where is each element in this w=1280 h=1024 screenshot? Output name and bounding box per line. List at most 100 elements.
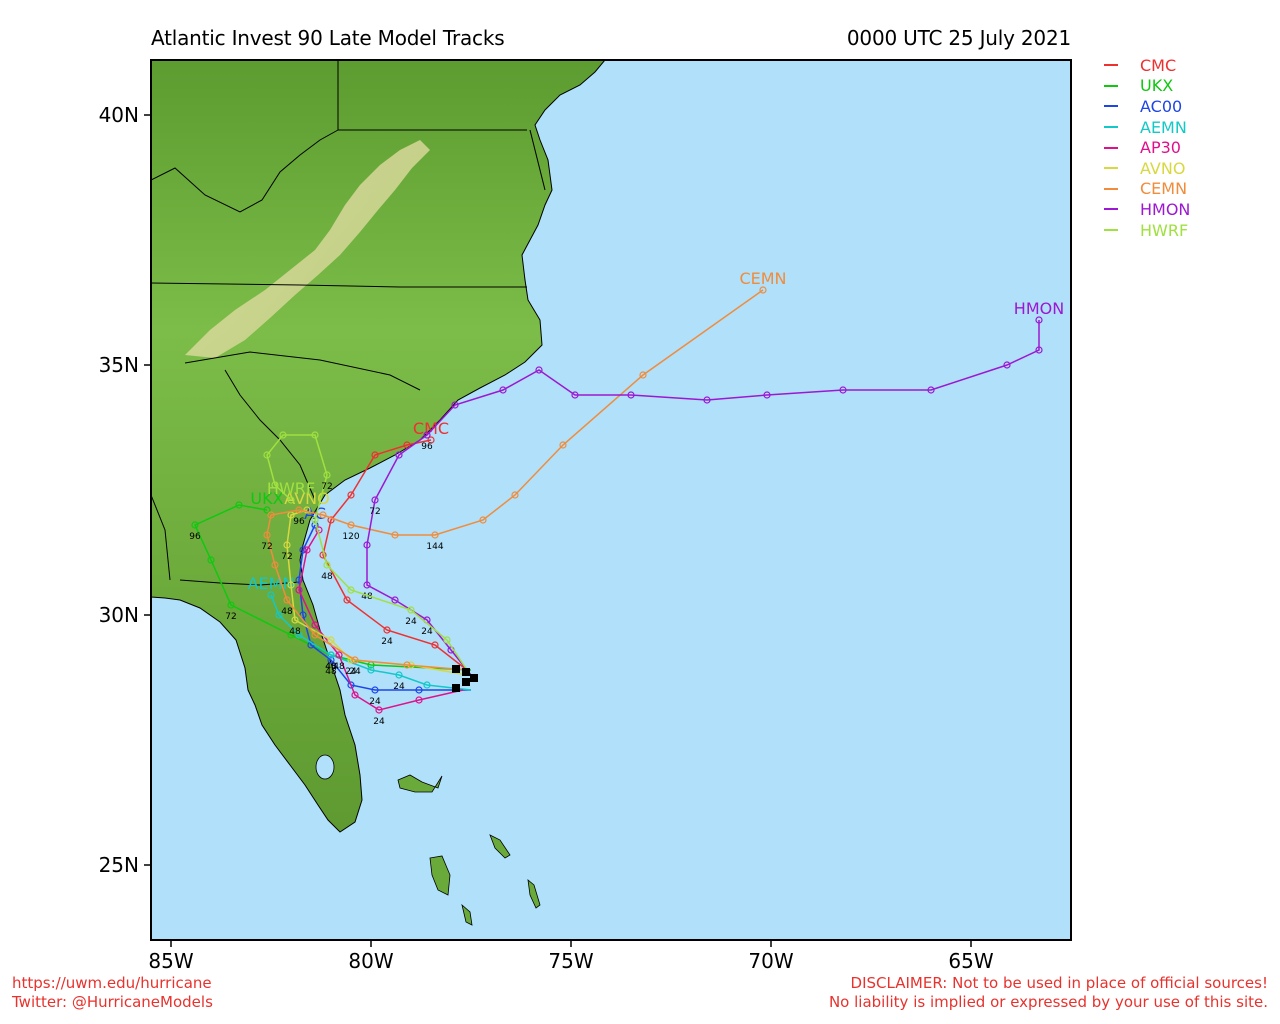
track-end-label: UKX [250,489,283,508]
forecast-hour-label: 48 [333,662,345,672]
forecast-hour-label: 96 [293,517,305,527]
forecast-hour-label: 24 [405,617,417,627]
track-point [427,436,435,444]
track-point [287,496,295,504]
track-point [1003,361,1011,369]
track-point [311,431,319,439]
track-point [347,491,355,499]
bahamas-island [397,774,443,793]
legend-label: AEMN [1140,117,1187,137]
lat-tick-label: 40N [99,103,139,127]
track-point [403,441,411,449]
forecast-hour-label: 48 [289,627,301,637]
land-mass [151,60,606,833]
track-point [571,391,579,399]
track-cmc [322,439,468,671]
forecast-hour-label: 48 [325,662,337,672]
track-point [415,686,423,694]
lat-tick-label: 30N [99,603,139,627]
lon-tick-label: 80W [348,949,393,973]
track-point [287,581,295,589]
track-point [227,601,235,609]
lon-tick-label: 85W [148,949,193,973]
track-point [499,386,507,394]
track-point [431,641,439,649]
track-point [423,431,431,439]
track-point [287,631,295,639]
track-point [323,561,331,569]
track-point [391,596,399,604]
track-point [351,656,359,664]
track-point [479,516,487,524]
track-point [279,431,287,439]
track-point [423,681,431,689]
track-ac00 [298,524,471,691]
forecast-hour-label: 24 [393,682,405,692]
track-point [451,401,459,409]
lake-okeechobee [315,754,335,780]
track-point [347,521,355,529]
forecast-hour-label: 24 [349,667,361,677]
track-point [371,686,379,694]
footer-disclaimer: DISCLAIMER: Not to be used in place of o… [829,974,1268,1012]
axis-ticks: 40N 35N 30N 25N 85W 80W 75W 70W 65W [99,103,994,973]
forecast-hour-label: 96 [189,532,201,542]
track-point [267,591,275,599]
legend-swatch [1104,208,1118,211]
track-point [263,531,271,539]
track-point [395,671,403,679]
track-point [283,596,291,604]
track-end-label: CEMN [739,269,786,288]
legend-swatch [1104,229,1118,232]
legend-swatch [1104,146,1118,149]
legend-label: AVNO [1140,158,1186,178]
map-title: Atlantic Invest 90 Late Model Tracks [151,26,505,50]
legend-item-ap30: AP30 [1104,137,1190,158]
legend-swatch [1104,126,1118,129]
bahamas-island [429,855,451,896]
lon-tick-label: 75W [548,949,593,973]
legend-item-avno: AVNO [1104,158,1190,179]
track-point [763,391,771,399]
track-point [303,506,311,514]
forecast-hour-label: 72 [225,612,236,622]
forecast-hour-label: 24 [345,667,357,677]
track-point [759,286,767,294]
track-point [271,481,279,489]
track-point [511,491,519,499]
plot-frame [150,59,1072,941]
track-point [323,471,331,479]
track-point [431,531,439,539]
track-point [319,511,327,519]
disclaimer-line: DISCLAIMER: Not to be used in place of o… [850,974,1268,992]
track-point [327,656,335,664]
track-point [295,631,303,639]
twitter-handle[interactable]: Twitter: @HurricaneModels [12,993,213,1011]
track-point [327,516,335,524]
track-point [367,666,375,674]
track-point [267,511,275,519]
website-link[interactable]: https://uwm.edu/hurricane [12,974,212,992]
liability-line: No liability is implied or expressed by … [828,993,1268,1011]
track-point [263,451,271,459]
legend-item-hmon: HMON [1104,199,1190,220]
legend-label: UKX [1140,76,1174,96]
track-point [291,616,299,624]
forecast-hour-label: 120 [342,532,359,542]
forecast-hour-label: 72 [369,507,380,517]
state-borders [151,60,546,586]
track-point [311,516,319,524]
track-point [363,541,371,549]
track-point [371,496,379,504]
legend-swatch [1104,105,1118,108]
forecast-hour-label: 72 [261,542,272,552]
track-point [703,396,711,404]
track-point [347,681,355,689]
track-point [271,561,279,569]
model-legend: CMC UKX AC00 AEMN AP30 AVNO CEMN HMON HWRF [1104,55,1190,240]
appalachian-highlands [185,140,430,358]
bahamas-island [489,834,511,859]
legend-label: CMC [1140,55,1177,75]
track-point [639,371,647,379]
